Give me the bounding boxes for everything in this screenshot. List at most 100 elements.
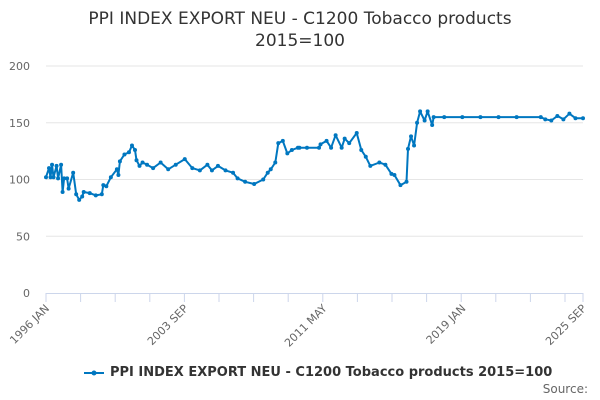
data-point	[324, 138, 329, 143]
data-point	[339, 145, 344, 150]
data-point	[44, 175, 48, 180]
data-point	[117, 159, 122, 164]
data-point	[430, 123, 435, 128]
legend-label: PPI INDEX EXPORT NEU - C1200 Tobacco pro…	[110, 365, 553, 380]
data-point	[50, 162, 55, 167]
data-point	[48, 175, 53, 180]
data-point	[93, 193, 98, 198]
data-point	[223, 168, 228, 173]
data-point	[261, 177, 266, 182]
data-point	[398, 183, 403, 188]
data-point	[132, 147, 137, 152]
data-point	[173, 162, 178, 167]
series-line	[45, 110, 583, 201]
data-point	[56, 176, 61, 181]
y-tick-label: 50	[16, 230, 30, 243]
data-point	[347, 141, 352, 146]
data-point	[415, 120, 420, 125]
x-tick-label: 1996 JAN	[7, 302, 52, 347]
data-point	[425, 109, 430, 114]
legend-item[interactable]: PPI INDEX EXPORT NEU - C1200 Tobacco pro…	[84, 365, 552, 380]
data-point	[60, 189, 65, 194]
data-point	[297, 145, 302, 150]
chart-title-line-1: PPI INDEX EXPORT NEU - C1200 Tobacco pro…	[88, 9, 512, 29]
data-point	[285, 151, 290, 156]
data-point	[114, 167, 119, 172]
data-point	[81, 189, 86, 194]
data-point	[412, 143, 417, 148]
y-tick-label: 150	[9, 117, 30, 130]
data-point	[265, 170, 270, 175]
data-point	[243, 179, 248, 184]
data-point	[538, 115, 543, 120]
data-point	[392, 172, 397, 177]
data-point	[80, 194, 85, 199]
data-point	[418, 109, 423, 114]
data-point	[363, 154, 368, 159]
data-point	[122, 152, 127, 157]
data-point	[389, 171, 394, 176]
data-point	[573, 116, 578, 121]
data-point	[431, 115, 436, 120]
data-point	[280, 138, 285, 143]
x-tick-label: 2025 SEP	[543, 302, 589, 348]
data-point	[47, 166, 52, 171]
data-point	[101, 183, 106, 188]
data-point	[51, 175, 56, 180]
data-point	[182, 157, 187, 162]
data-point	[268, 167, 273, 172]
legend-line-marker-icon	[84, 370, 104, 375]
data-point	[543, 117, 548, 122]
data-point	[422, 118, 427, 123]
data-point	[59, 162, 64, 167]
chart-title: PPI INDEX EXPORT NEU - C1200 Tobacco pro…	[0, 8, 600, 52]
x-tick-label: 2003 SEP	[145, 302, 191, 348]
data-point	[359, 147, 364, 152]
data-point	[99, 192, 104, 197]
data-point	[549, 118, 554, 123]
data-point	[65, 176, 70, 181]
data-point	[252, 182, 257, 187]
data-point	[209, 168, 214, 173]
chart-title-line-2: 2015=100	[255, 31, 345, 51]
source-label: Source:	[542, 382, 588, 396]
data-point	[304, 145, 309, 150]
data-point	[54, 163, 59, 168]
y-tick-label: 0	[23, 287, 30, 300]
data-point	[342, 136, 347, 141]
data-point	[205, 162, 210, 167]
data-point	[116, 172, 121, 177]
data-point	[126, 150, 131, 155]
data-point	[108, 175, 113, 180]
data-point	[197, 168, 202, 173]
data-point	[235, 176, 240, 181]
data-point	[134, 158, 139, 163]
data-point	[581, 116, 585, 121]
data-point	[496, 115, 501, 120]
data-point	[561, 117, 566, 122]
data-point	[190, 166, 195, 171]
data-point	[442, 115, 447, 120]
data-point	[104, 184, 109, 189]
data-point	[151, 166, 156, 171]
data-point	[289, 147, 294, 152]
data-point	[231, 170, 236, 175]
data-point	[377, 160, 382, 165]
data-point	[409, 134, 414, 139]
data-point	[137, 163, 142, 168]
data-point	[318, 142, 323, 147]
y-tick-label: 200	[9, 60, 30, 73]
data-point	[567, 111, 572, 116]
data-point	[77, 197, 82, 202]
data-point	[333, 133, 338, 138]
data-point	[555, 113, 560, 118]
data-point	[129, 143, 134, 148]
data-point	[166, 167, 171, 172]
data-point	[62, 176, 67, 181]
data-point	[74, 192, 79, 197]
data-point	[354, 130, 359, 135]
data-point	[460, 115, 465, 120]
data-point	[383, 162, 388, 167]
data-point	[276, 141, 281, 146]
